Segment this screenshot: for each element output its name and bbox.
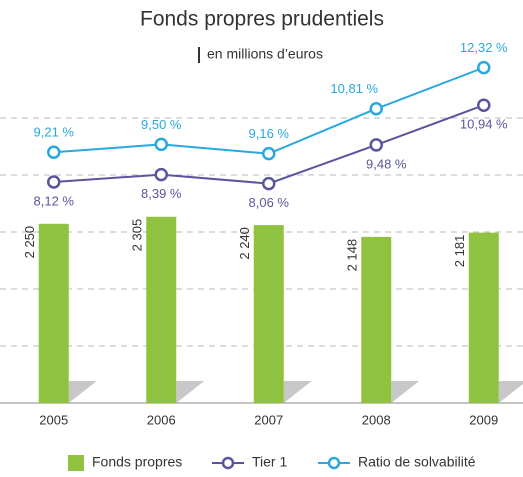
- line-marker: [477, 60, 491, 75]
- x-tick-label: 2007: [254, 412, 283, 427]
- bar: [468, 232, 499, 403]
- line-value-label: 8,06 %: [249, 195, 290, 210]
- bar-value-label: 2 305: [130, 219, 145, 252]
- line-marker: [154, 167, 168, 182]
- x-tick-label: 2009: [469, 412, 498, 427]
- line-marker: [369, 101, 383, 116]
- line-value-label: 9,16 %: [249, 126, 290, 141]
- line-value-label: 10,81 %: [330, 81, 378, 96]
- bar-value-label: 2 240: [237, 227, 252, 260]
- line: [53, 104, 485, 185]
- line-value-label: 8,39 %: [141, 186, 182, 201]
- line-marker: [369, 138, 383, 152]
- legend-label: Tier 1: [252, 454, 287, 470]
- bar: [146, 216, 177, 403]
- line-marker: [47, 175, 61, 189]
- line-marker: [47, 145, 61, 160]
- line-value-label: 10,94 %: [460, 117, 508, 132]
- bar: [361, 236, 392, 403]
- legend-marker: [327, 456, 341, 470]
- line-value-label: 9,50 %: [141, 117, 182, 132]
- legend-label: Ratio de solvabilité: [358, 454, 476, 470]
- line-marker: [262, 176, 276, 191]
- bar-value-label: 2 148: [345, 239, 360, 272]
- x-tick-label: 2005: [39, 412, 68, 427]
- line-value-label: 9,48 %: [366, 156, 407, 171]
- line-marker: [154, 137, 168, 152]
- legend-label: Fonds propres: [92, 454, 182, 470]
- legend-marker: [221, 456, 235, 470]
- x-tick-label: 2006: [147, 412, 176, 427]
- bar-value-label: 2 250: [22, 226, 37, 259]
- bar-shadow: [283, 381, 312, 403]
- bar: [253, 225, 284, 403]
- chart-subtitle: en millions d’euros: [207, 46, 323, 62]
- line-value-label: 12,32 %: [460, 40, 508, 55]
- line-value-label: 8,12 %: [34, 193, 75, 208]
- line-marker: [262, 146, 276, 161]
- chart-title: Fonds propres prudentiels: [140, 8, 384, 31]
- legend-swatch: [68, 455, 84, 471]
- bar-shadow: [391, 381, 420, 403]
- x-tick-label: 2008: [362, 412, 391, 427]
- bar: [38, 223, 69, 403]
- bar-value-label: 2 181: [452, 235, 467, 268]
- line-value-label: 9,21 %: [34, 125, 75, 140]
- line-marker: [477, 98, 491, 112]
- bar-shadow: [68, 381, 97, 403]
- bar-shadow: [498, 381, 523, 403]
- bar-shadow: [176, 381, 205, 403]
